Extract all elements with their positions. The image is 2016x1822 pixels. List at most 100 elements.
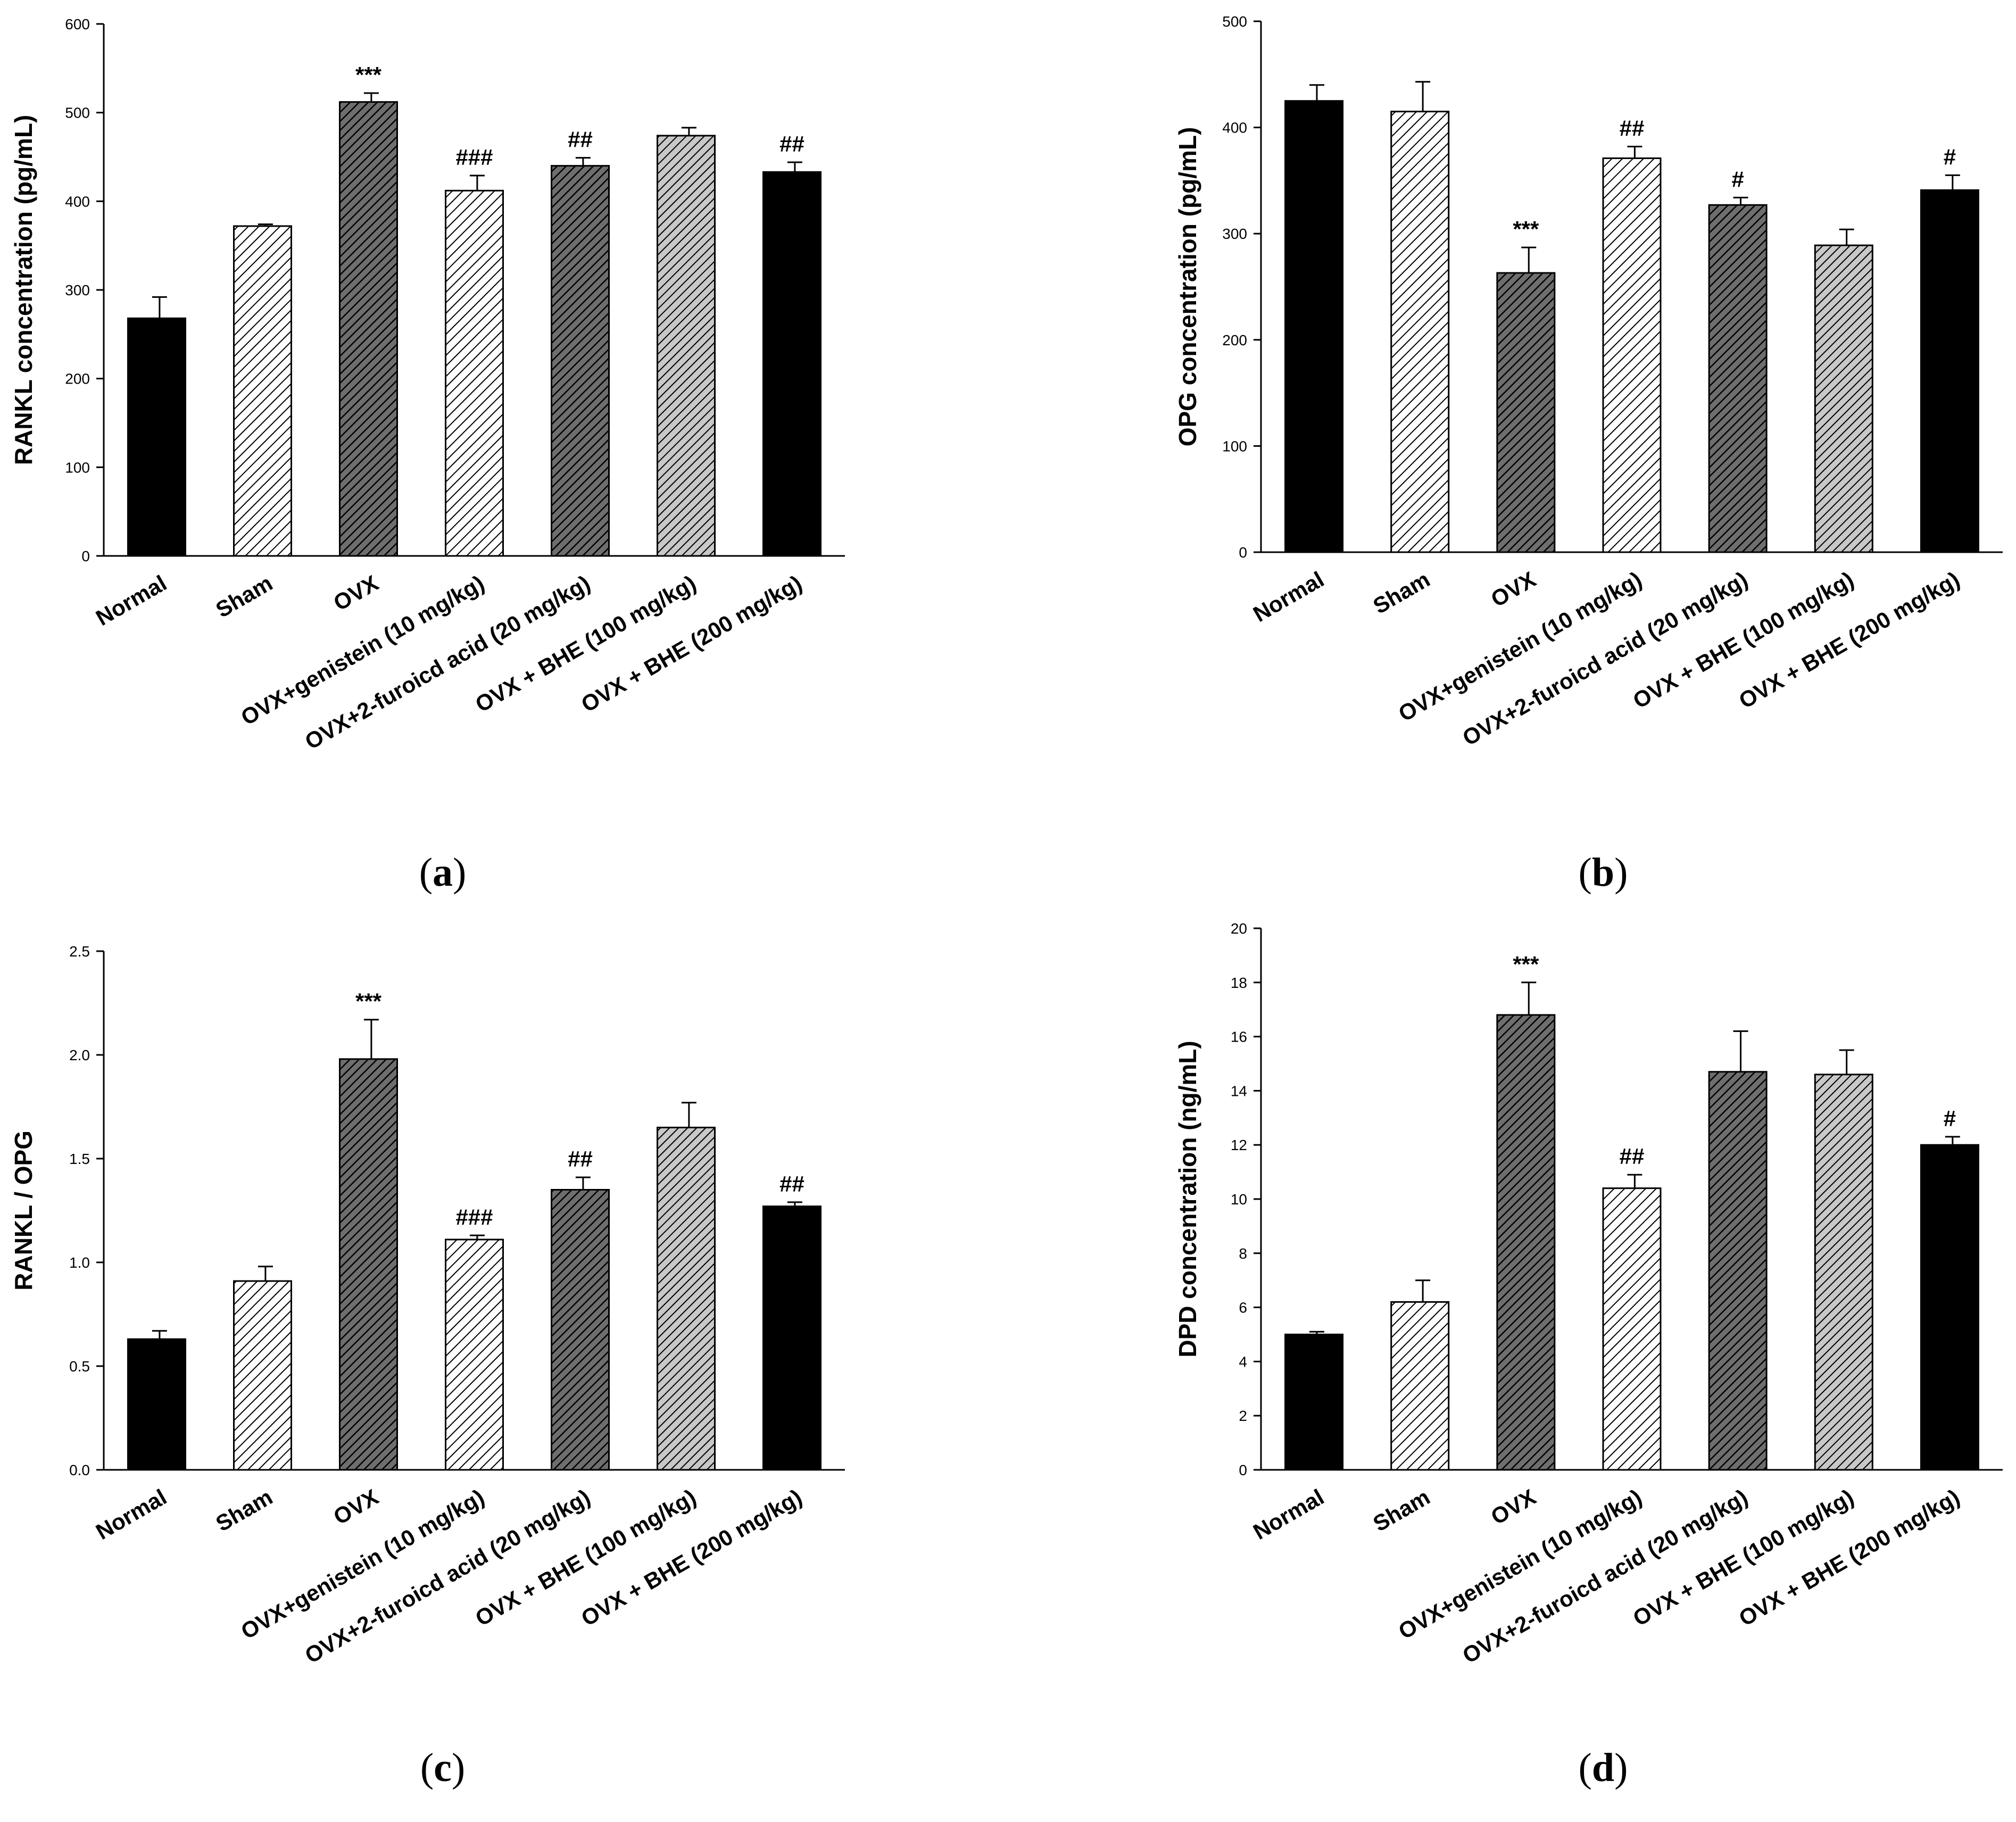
y-tick-label: 2.0 — [69, 1047, 90, 1063]
y-tick-label: 400 — [65, 193, 90, 210]
y-tick-label: 300 — [1222, 226, 1247, 242]
x-category-label: OVX — [329, 570, 383, 615]
panel-label: (c) — [420, 1745, 465, 1790]
significance-label: *** — [355, 989, 382, 1014]
y-axis-title: RANKL concentration (pg/mL) — [10, 115, 37, 465]
bar — [445, 1238, 504, 1471]
x-category-label: OVX — [1487, 1484, 1540, 1529]
panel-label: (d) — [1579, 1745, 1628, 1790]
panel-label-open: ( — [1579, 850, 1592, 895]
x-category-label: Sham — [1369, 1484, 1434, 1536]
panel-label-letter: d — [1592, 1745, 1614, 1790]
significance-label: ## — [1620, 1144, 1645, 1169]
x-category-label: Sham — [1369, 567, 1434, 619]
panel-label-open: ( — [419, 850, 433, 895]
significance-label: # — [1731, 167, 1744, 192]
panel-label-open: ( — [420, 1745, 434, 1790]
bar — [1496, 1014, 1556, 1471]
panel-label-close: ) — [1614, 1745, 1628, 1790]
panel-label-open: ( — [1579, 1745, 1592, 1790]
chart-panel-c: 0.0 0.5 1.0 1.5 2.0 2.5 RANKL / OPG Normal Sham *… — [10, 943, 845, 1790]
bar — [1284, 100, 1344, 553]
significance-label: # — [1944, 1106, 1956, 1131]
bar — [233, 225, 292, 557]
y-tick-label: 500 — [1222, 13, 1247, 30]
bar — [551, 165, 610, 557]
y-axis-title: RANKL / OPG — [10, 1130, 37, 1291]
y-tick-label: 14 — [1231, 1083, 1247, 1099]
y-tick-label: 16 — [1231, 1029, 1247, 1045]
bar — [1284, 1334, 1344, 1471]
bar — [339, 1058, 398, 1471]
y-tick-label: 0 — [81, 548, 90, 564]
x-category-label: OVX — [1487, 567, 1540, 612]
bar — [1814, 244, 1873, 553]
panel-label: (b) — [1579, 850, 1628, 895]
bar — [1390, 111, 1450, 553]
y-tick-label: 0.5 — [69, 1358, 90, 1375]
bar — [762, 171, 822, 557]
chart-panel-d: 0 2 4 6 8 10 12 14 16 18 20 DPD concentration (ng/m… — [1174, 920, 2003, 1790]
significance-label: ## — [779, 1171, 804, 1196]
panel-label: (a) — [419, 850, 467, 895]
significance-label: ### — [455, 145, 493, 170]
bar — [1496, 272, 1556, 553]
panel-label-letter: b — [1592, 850, 1614, 895]
x-category-label: Sham — [211, 1484, 277, 1536]
y-tick-label: 6 — [1239, 1300, 1247, 1316]
bar — [1708, 1071, 1768, 1471]
significance-label: *** — [1513, 952, 1539, 977]
y-tick-label: 12 — [1231, 1137, 1247, 1153]
x-category-label: Normal — [92, 1484, 171, 1544]
y-tick-label: 100 — [65, 459, 90, 476]
y-tick-label: 2.5 — [69, 943, 90, 960]
y-tick-label: 20 — [1231, 920, 1247, 937]
y-tick-label: 1.0 — [69, 1254, 90, 1271]
chart-panel-b: 0 100 200 300 400 500 OPG concentration (pg/mL… — [1174, 13, 2003, 895]
y-tick-label: 2 — [1239, 1408, 1247, 1424]
bar — [1814, 1074, 1873, 1471]
significance-label: ## — [568, 1146, 593, 1171]
bar — [127, 1338, 186, 1471]
y-tick-label: 300 — [65, 282, 90, 298]
significance-label: ### — [455, 1204, 493, 1229]
y-tick-label: 500 — [65, 105, 90, 121]
y-tick-label: 0.0 — [69, 1462, 90, 1478]
bar — [127, 317, 186, 557]
bar — [233, 1280, 292, 1471]
y-tick-label: 18 — [1231, 975, 1247, 991]
y-tick-label: 1.5 — [69, 1151, 90, 1167]
x-category-label: Normal — [1249, 567, 1328, 627]
panel-label-close: ) — [453, 850, 466, 895]
y-tick-label: 8 — [1239, 1245, 1247, 1262]
y-tick-label: 0 — [1239, 544, 1247, 561]
y-axis-title: OPG concentration (pg/mL) — [1174, 127, 1201, 447]
bar — [657, 1127, 716, 1471]
y-tick-label: 0 — [1239, 1462, 1247, 1478]
significance-label: ## — [568, 127, 593, 152]
chart-panel-a: 0 100 200 300 400 500 600 RANKL concentration (… — [10, 16, 845, 895]
panel-label-letter: c — [434, 1745, 452, 1790]
x-category-label: OVX — [329, 1484, 383, 1529]
bar — [657, 135, 716, 557]
significance-label: *** — [1513, 217, 1539, 242]
significance-label: ## — [779, 131, 804, 156]
bar — [1708, 204, 1768, 553]
significance-label: # — [1944, 144, 1956, 169]
y-tick-label: 400 — [1222, 120, 1247, 136]
panel-label-letter: a — [433, 850, 453, 895]
bar — [445, 189, 504, 557]
y-tick-label: 200 — [65, 371, 90, 387]
bar — [1602, 1187, 1662, 1471]
y-tick-label: 4 — [1239, 1353, 1247, 1370]
bar — [1390, 1301, 1450, 1471]
bar — [1602, 157, 1662, 553]
significance-label: ## — [1620, 116, 1645, 141]
x-category-label: Sham — [211, 570, 277, 622]
y-tick-label: 100 — [1222, 438, 1247, 454]
bar — [551, 1189, 610, 1471]
x-category-label: Normal — [1249, 1484, 1328, 1544]
x-category-label: Normal — [92, 570, 171, 630]
bar — [339, 101, 398, 557]
